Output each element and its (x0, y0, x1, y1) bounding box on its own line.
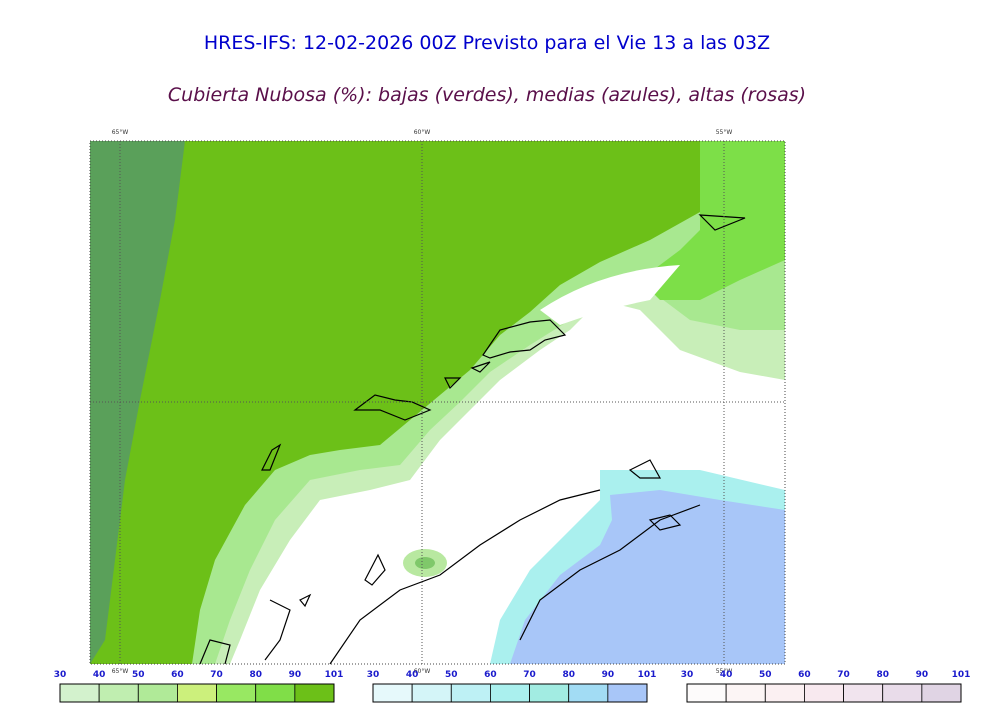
coastline (628, 459, 682, 531)
colorbar-tick-label: 80 (249, 670, 262, 680)
colorbar-tick-label: 40 (406, 670, 419, 680)
colorbar-tick-label: 30 (367, 670, 380, 680)
colorbar-tick-label: 70 (523, 670, 536, 680)
coastline (199, 599, 291, 665)
longitude-label: 55°W (716, 668, 733, 675)
colorbar-tick-label: 50 (132, 670, 145, 680)
color-swatch (764, 683, 805, 703)
colorbar-tick-label: 70 (837, 670, 850, 680)
color-swatch (882, 683, 923, 703)
coastline (519, 504, 701, 641)
longitude-label: 60°W (414, 129, 431, 136)
color-swatch (177, 683, 217, 703)
colorbar-tick-label: 30 (681, 670, 694, 680)
colorbar-tick-label: 60 (171, 670, 184, 680)
color-swatch (921, 683, 962, 703)
longitude-label: 55°W (716, 129, 733, 136)
color-swatch (686, 683, 727, 703)
color-swatch (255, 683, 296, 703)
color-swatch (529, 683, 570, 703)
color-swatch (216, 683, 257, 703)
colorbar-tick-label: 90 (289, 670, 302, 680)
color-swatch (372, 683, 413, 703)
colorbar-tick-label: 101 (638, 670, 657, 680)
mid-cloud-core (510, 490, 785, 664)
colorbar-tick-label: 90 (602, 670, 615, 680)
coastline (353, 394, 432, 421)
colorbar-tick-label: 90 (916, 670, 929, 680)
subtitle: Cubierta Nubosa (%): bajas (verdes), med… (168, 84, 806, 106)
color-swatch (137, 683, 178, 703)
color-swatch (490, 683, 530, 703)
color-swatch (411, 683, 452, 703)
colorbar-tick-label: 60 (484, 670, 497, 680)
coastline (482, 319, 567, 359)
colorbar-tick-label: 60 (798, 670, 811, 680)
color-swatch (607, 683, 648, 703)
map: 65°W 60°W 55°W 65°W 60°W 55°W (89, 129, 786, 675)
colorbar-tick-label: 50 (759, 670, 772, 680)
longitude-label: 65°W (112, 129, 129, 136)
low-cloud-patch (415, 557, 435, 569)
color-swatch (294, 683, 335, 703)
low-cloud-dark (90, 141, 185, 664)
colorbar-tick-label: 40 (93, 670, 106, 680)
color-swatch (804, 683, 844, 703)
colorbar-tick-label: 80 (562, 670, 575, 680)
title: HRES-IFS: 12-02-2026 00Z Previsto para e… (204, 32, 770, 54)
colorbars: 30 40 50 60 70 80 90 101 30 40 50 60 70 80 90 101 30 40 50… (54, 670, 971, 703)
low-cloud-core (640, 141, 785, 300)
colorbar-tick-label: 30 (54, 670, 67, 680)
color-swatch (843, 683, 884, 703)
coastline (444, 361, 491, 390)
color-swatch (725, 683, 766, 703)
colorbar-frame (686, 683, 962, 703)
longitude-label: 65°W (112, 668, 129, 675)
color-swatch (98, 683, 139, 703)
colorbar-tick-label: 80 (876, 670, 889, 680)
coastline (299, 553, 386, 608)
longitude-label: 60°W (414, 668, 431, 675)
colorbar-tick-label: 101 (325, 670, 344, 680)
coastline (698, 214, 746, 231)
coastline (261, 443, 282, 471)
low-cloud-core (90, 141, 700, 664)
coastline (329, 489, 601, 665)
color-swatch (450, 683, 491, 703)
color-swatch (568, 683, 609, 703)
colorbar-tick-label: 70 (210, 670, 223, 680)
colorbar-tick-label: 50 (445, 670, 458, 680)
colorbar-frame (59, 683, 335, 703)
colorbar-frame (372, 683, 648, 703)
colorbar-tick-label: 40 (720, 670, 733, 680)
clear-patch (540, 265, 680, 325)
color-swatch (59, 683, 100, 703)
colorbar-tick-label: 101 (952, 670, 971, 680)
